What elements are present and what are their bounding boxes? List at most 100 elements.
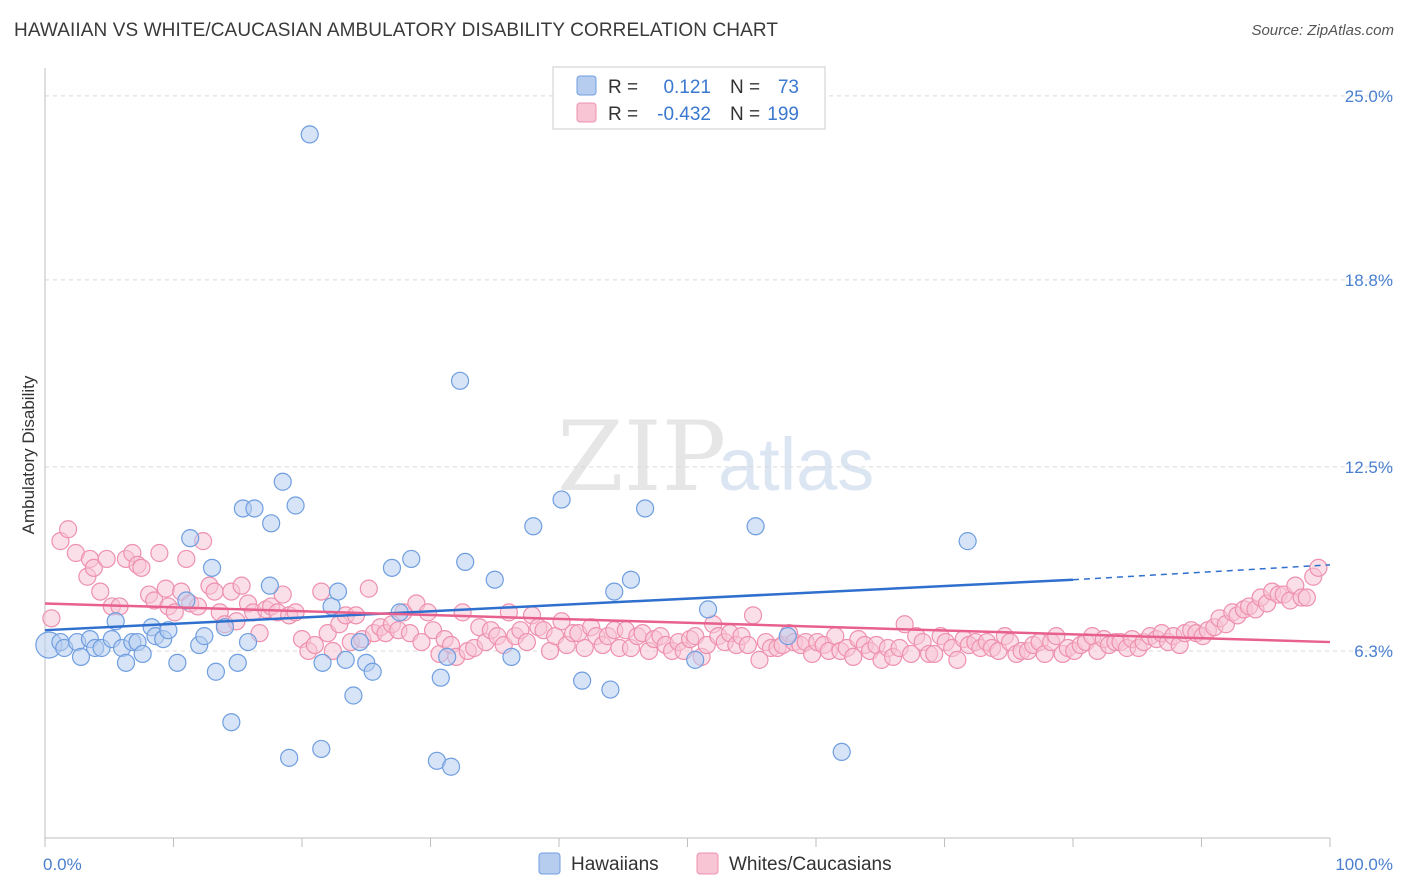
point-white [150,543,169,563]
point-white [948,650,967,669]
trend-lines [44,564,1331,644]
stats-r-value-whites: -0.432 [657,104,711,125]
data-points [35,125,1328,776]
y-tick-label: 18.8% [1345,271,1393,290]
axes [44,68,1331,847]
stats-n-value-whites: 199 [767,104,799,125]
point-hawaiian [286,496,305,515]
point-white [844,647,863,667]
point-white [205,582,224,601]
point-hawaiian [601,680,620,699]
y-tick-labels: 6.3% 12.5% 18.8% 25.0% [1345,87,1393,661]
watermark: ZIP atlas [557,401,874,513]
point-hawaiian [450,371,470,390]
point-white [273,585,292,604]
point-white [59,520,78,539]
point-hawaiian [238,632,258,652]
point-hawaiian [181,529,200,548]
point-hawaiian [133,644,152,664]
point-hawaiian [245,499,264,518]
point-hawaiian [328,582,348,601]
stats-legend: R = 0.121 N = 73 R = -0.432 N = 199 [552,66,826,130]
point-hawaiian [605,582,624,601]
point-hawaiian [456,552,475,572]
point-white [552,612,571,631]
watermark-atlas: atlas [718,423,874,506]
point-hawaiian [71,647,91,667]
point-hawaiian [832,742,851,762]
point-hawaiian [502,647,521,667]
stats-r-value-hawaiians: 0.121 [663,77,711,98]
point-hawaiian [746,517,765,536]
x-tick-label: 100.0% [1335,855,1393,874]
point-hawaiian [524,517,543,536]
point-hawaiian [260,576,279,595]
point-hawaiian [431,668,450,687]
point-white [232,576,251,595]
point-hawaiian [215,618,234,637]
stats-n-label-whites: N = [730,104,760,125]
point-white [750,650,769,669]
point-white [177,549,196,569]
point-hawaiian [635,499,655,518]
gridlines [45,95,1395,652]
point-hawaiian [280,748,299,767]
stats-legend-swatch-whites [576,102,597,123]
point-white [305,635,324,655]
stats-r-label-hawaiians: R = [608,77,638,98]
point-white [97,549,116,569]
stats-r-label-whites: R = [608,104,638,125]
point-white [738,635,757,655]
point-hawaiian [573,671,592,690]
stats-n-value-hawaiians: 73 [778,77,799,98]
point-hawaiian [313,653,332,672]
point-hawaiian [363,662,382,681]
point-hawaiian [438,647,457,667]
point-white [156,579,175,598]
point-hawaiian [698,600,718,619]
point-hawaiian [552,490,571,509]
point-hawaiian [686,650,705,669]
point-hawaiian [336,650,355,669]
point-hawaiian [222,713,241,732]
point-hawaiian [300,125,319,144]
x-tick-label: 0.0% [43,855,82,874]
point-hawaiian [116,653,136,672]
point-hawaiian [262,514,281,533]
point-white [925,644,944,664]
y-axis-title: Ambulatory Disability [19,375,38,534]
point-white [1047,627,1066,646]
chart-source: Source: ZipAtlas.com [1251,22,1394,39]
trend-line-whites [44,602,1331,644]
point-hawaiian [168,653,187,672]
point-hawaiian [382,558,402,577]
point-white [743,606,763,625]
y-tick-label: 25.0% [1345,87,1393,106]
point-white [323,641,342,661]
point-white [132,558,151,577]
series-legend-swatch-hawaiians [538,852,561,875]
series-legend-label-hawaiians: Hawaiians [571,854,659,875]
point-white [42,609,61,628]
y-tick-label: 6.3% [1354,642,1393,661]
series-legend-swatch-whites [696,852,719,875]
chart-title: HAWAIIAN VS WHITE/CAUCASIAN AMBULATORY D… [14,20,779,41]
point-hawaiian [958,532,977,551]
point-hawaiian [350,632,369,652]
point-hawaiian [621,570,641,589]
stats-legend-swatch-hawaiians [576,75,597,96]
point-white [575,638,594,658]
series-legend: Hawaiians Whites/Caucasians [538,852,892,875]
point-hawaiian [402,549,421,569]
trend-line-hawaiians [44,578,1074,632]
point-white [1309,558,1328,577]
point-white [453,603,472,622]
point-white [84,558,103,577]
x-tick-labels: 0.0% 100.0% [43,855,1393,874]
stats-n-label-hawaiians: N = [730,77,760,98]
stats-legend-box [552,66,826,130]
point-hawaiian [778,627,797,646]
point-white [359,579,378,598]
point-hawaiian [312,739,331,759]
